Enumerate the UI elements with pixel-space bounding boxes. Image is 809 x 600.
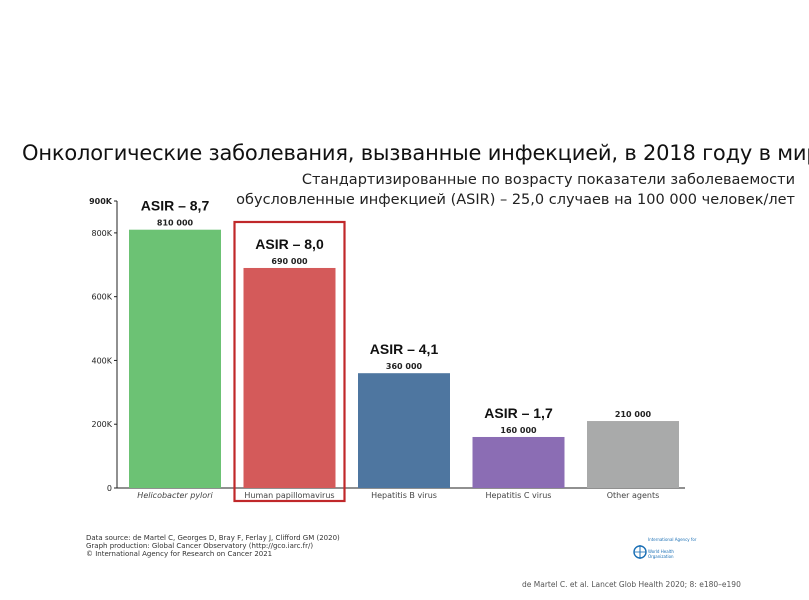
asir-label: ASIR – 8,7 bbox=[141, 198, 210, 214]
bar-value-label: 690 000 bbox=[271, 257, 308, 266]
data-source-footer: Data source: de Martel C, Georges D, Bra… bbox=[86, 534, 340, 558]
chart-subtitle: Стандартизированные по возрасту показате… bbox=[235, 170, 795, 210]
x-tick-label: Hepatitis B virus bbox=[371, 491, 437, 500]
y-tick-label: 0 bbox=[107, 484, 112, 493]
bar-value-label: 360 000 bbox=[386, 362, 423, 371]
bar-1 bbox=[129, 229, 221, 488]
footer-line-2: Graph production: Global Cancer Observat… bbox=[86, 542, 314, 550]
footer-line-1: Data source: de Martel C, Georges D, Bra… bbox=[86, 534, 340, 542]
bar-value-label: 160 000 bbox=[500, 426, 537, 435]
who-iarc-logo bbox=[633, 545, 647, 559]
chart-title: Онкологические заболевания, вызванные ин… bbox=[22, 141, 809, 165]
bar-value-label: 210 000 bbox=[615, 410, 652, 419]
y-tick-label: 600K bbox=[91, 293, 112, 302]
bar-2 bbox=[243, 267, 336, 488]
asir-label: ASIR – 4,1 bbox=[370, 341, 439, 357]
y-tick-label: 800K bbox=[91, 229, 112, 238]
highlight-box bbox=[233, 220, 346, 503]
x-tick-label: Human papillomavirus bbox=[244, 491, 334, 500]
logo-text-1: International Agency for bbox=[648, 537, 697, 542]
asir-label: ASIR – 8,0 bbox=[255, 236, 324, 252]
bar-value-label: 810 000 bbox=[157, 219, 194, 228]
bar-4 bbox=[472, 436, 565, 488]
x-tick-label: Helicobacter pylori bbox=[137, 491, 213, 500]
asir-label: ASIR – 1,7 bbox=[484, 405, 553, 421]
logo-text-3: Organization bbox=[648, 554, 674, 559]
bar-5 bbox=[587, 421, 679, 488]
citation: de Martel C. et al. Lancet Glob Health 2… bbox=[522, 580, 741, 589]
footer-line-3: © International Agency for Research on C… bbox=[86, 550, 273, 558]
bar-3 bbox=[358, 373, 450, 488]
logo-text-2: World Health bbox=[648, 549, 674, 554]
x-tick-label: Other agents bbox=[607, 491, 660, 500]
y-tick-label: 400K bbox=[91, 356, 112, 365]
subtitle-line-1: Стандартизированные по возрасту показате… bbox=[301, 172, 795, 188]
y-tick-label: 200K bbox=[91, 420, 112, 429]
y-tick-label: 900K bbox=[89, 197, 113, 206]
subtitle-line-2: обусловленные инфекцией (ASIR) – 25,0 сл… bbox=[236, 192, 795, 208]
x-tick-label: Hepatitis C virus bbox=[486, 491, 552, 500]
